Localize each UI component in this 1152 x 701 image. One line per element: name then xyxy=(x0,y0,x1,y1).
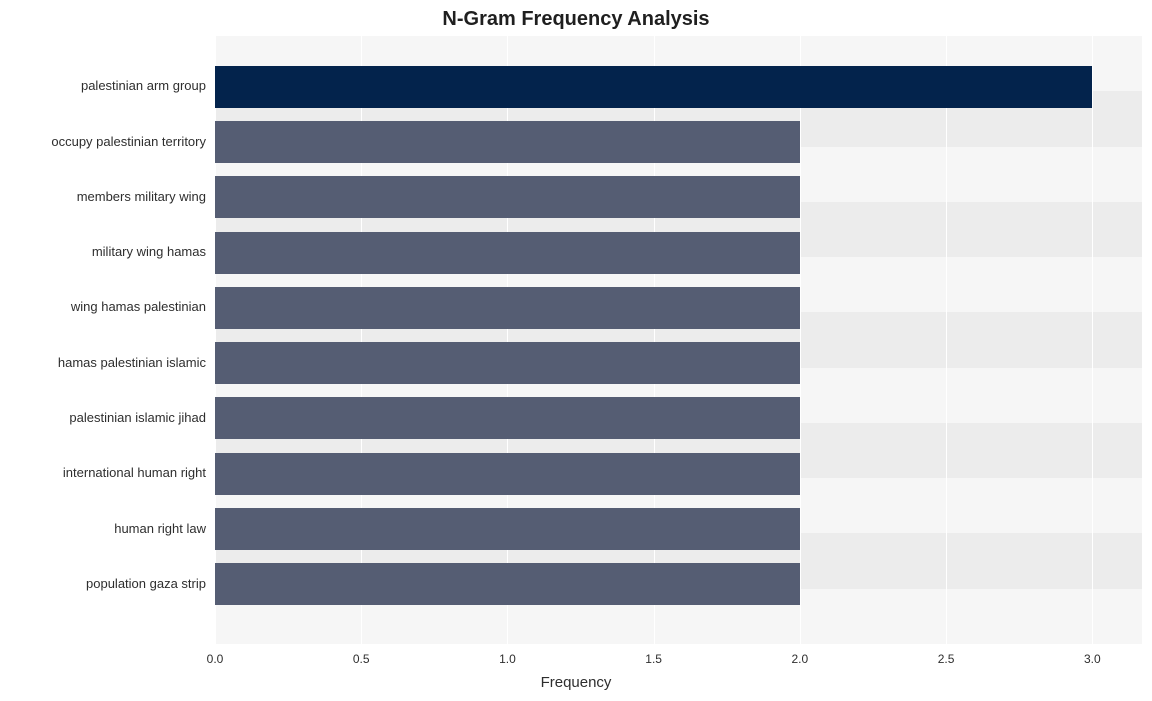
bar xyxy=(215,342,800,384)
x-tick-label: 1.5 xyxy=(645,652,662,666)
gridline xyxy=(1092,36,1093,644)
bar xyxy=(215,232,800,274)
bar xyxy=(215,453,800,495)
bar xyxy=(215,176,800,218)
y-tick-label: population gaza strip xyxy=(86,576,206,591)
x-tick-label: 2.5 xyxy=(938,652,955,666)
y-tick-label: occupy palestinian territory xyxy=(51,134,206,149)
y-tick-label: military wing hamas xyxy=(92,244,206,259)
x-tick-label: 2.0 xyxy=(792,652,809,666)
x-axis-title: Frequency xyxy=(0,674,1152,691)
bar xyxy=(215,66,1092,108)
y-tick-label: palestinian islamic jihad xyxy=(69,410,206,425)
plot-area xyxy=(215,36,1142,644)
x-tick-label: 0.5 xyxy=(353,652,370,666)
bar xyxy=(215,287,800,329)
gridline xyxy=(946,36,947,644)
bar xyxy=(215,508,800,550)
y-tick-label: palestinian arm group xyxy=(81,78,206,93)
y-tick-label: human right law xyxy=(114,521,206,536)
y-tick-label: members military wing xyxy=(77,189,206,204)
bar xyxy=(215,121,800,163)
y-tick-label: wing hamas palestinian xyxy=(71,299,206,314)
x-tick-label: 1.0 xyxy=(499,652,516,666)
y-tick-label: hamas palestinian islamic xyxy=(58,355,206,370)
x-tick-label: 0.0 xyxy=(207,652,224,666)
x-tick-label: 3.0 xyxy=(1084,652,1101,666)
y-tick-label: international human right xyxy=(63,465,206,480)
gridline xyxy=(800,36,801,644)
ngram-frequency-chart: N-Gram Frequency Analysis palestinian ar… xyxy=(0,0,1152,701)
bar xyxy=(215,397,800,439)
chart-title: N-Gram Frequency Analysis xyxy=(0,8,1152,31)
bar xyxy=(215,563,800,605)
